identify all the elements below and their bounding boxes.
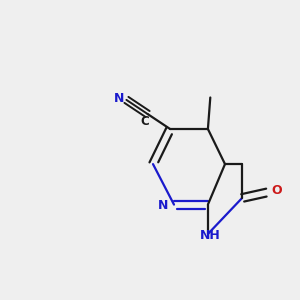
Text: NH: NH: [200, 229, 221, 242]
Text: N: N: [158, 199, 168, 212]
Text: N: N: [114, 92, 124, 105]
Text: O: O: [272, 184, 282, 197]
Text: C: C: [141, 115, 150, 128]
